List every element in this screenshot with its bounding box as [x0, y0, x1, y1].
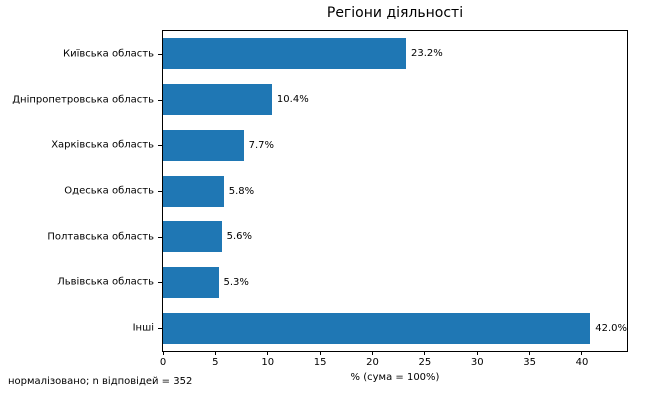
category-label: Харківська область — [51, 139, 154, 151]
bar-row: Харківська область 7.7% — [51, 122, 627, 168]
value-label: 10.4% — [276, 94, 309, 106]
bar-row: Дніпропетровська область 10.4% — [12, 77, 627, 123]
x-tick-mark — [162, 351, 164, 355]
x-tick-label: 25 — [418, 357, 432, 368]
footnote: нормалізовано; n відповідей = 352 — [8, 376, 193, 387]
category-label: Полтавська область — [47, 231, 154, 243]
y-tick-mark — [158, 99, 162, 101]
value-label: 5.8% — [228, 185, 255, 197]
bar-row: Львівська область 5.3% — [57, 260, 627, 306]
bar-row: Полтавська область 5.6% — [47, 214, 627, 260]
value-label: 5.6% — [226, 231, 253, 243]
bar — [163, 129, 244, 161]
x-tick-label: 30 — [470, 357, 484, 368]
value-label: 23.2% — [410, 48, 443, 60]
y-tick-mark — [158, 53, 162, 55]
x-tick-label: 35 — [523, 357, 536, 368]
x-tick-mark — [581, 351, 583, 355]
x-tick-mark — [529, 351, 531, 355]
bar-row: Інші 42.0% — [133, 305, 627, 351]
bars-area: Київська область 23.2% Дніпропетровська об… — [12, 31, 627, 351]
y-tick-mark — [158, 145, 162, 147]
x-tick-mark — [214, 351, 216, 355]
x-tick-mark — [424, 351, 426, 355]
bar — [163, 312, 591, 344]
value-label: 7.7% — [248, 139, 275, 151]
bar — [163, 175, 224, 207]
x-tick-label: 5 — [212, 357, 219, 368]
plot-area: Київська область 23.2% Дніпропетровська об… — [12, 30, 628, 383]
category-label: Київська область — [62, 48, 154, 60]
x-tick-mark — [476, 351, 478, 355]
bar — [163, 84, 272, 116]
value-label: 42.0% — [595, 322, 627, 334]
x-tick-mark — [371, 351, 373, 355]
y-tick-mark — [158, 328, 162, 330]
category-label: Львівська область — [57, 276, 154, 288]
y-tick-mark — [158, 236, 162, 238]
x-tick-label: 10 — [261, 357, 275, 368]
x-tick-label: 15 — [313, 357, 327, 368]
category-label: Одеська область — [64, 185, 154, 197]
bar-row: Одеська область 5.8% — [64, 168, 627, 214]
bar — [163, 38, 406, 70]
x-tick-label: 20 — [366, 357, 379, 368]
chart-title: Регіони діяльності — [326, 5, 464, 21]
bar-row: Київська область 23.2% — [63, 31, 627, 77]
y-tick-mark — [158, 191, 162, 193]
x-tick-label: 0 — [159, 357, 167, 368]
x-axis-label: % (сума = 100%) — [350, 372, 440, 383]
y-tick-mark — [158, 282, 162, 284]
bar — [163, 221, 222, 253]
value-label: 5.3% — [223, 276, 249, 288]
category-label: Дніпропетровська область — [12, 94, 154, 106]
x-tick-mark — [267, 351, 269, 355]
x-tick-mark — [319, 351, 321, 355]
bar — [163, 266, 219, 298]
x-axis-ticks: 0 5 10 15 20 25 30 35 40 — [159, 351, 627, 385]
category-label: Інші — [132, 322, 154, 334]
x-tick-label: 40 — [575, 357, 589, 368]
